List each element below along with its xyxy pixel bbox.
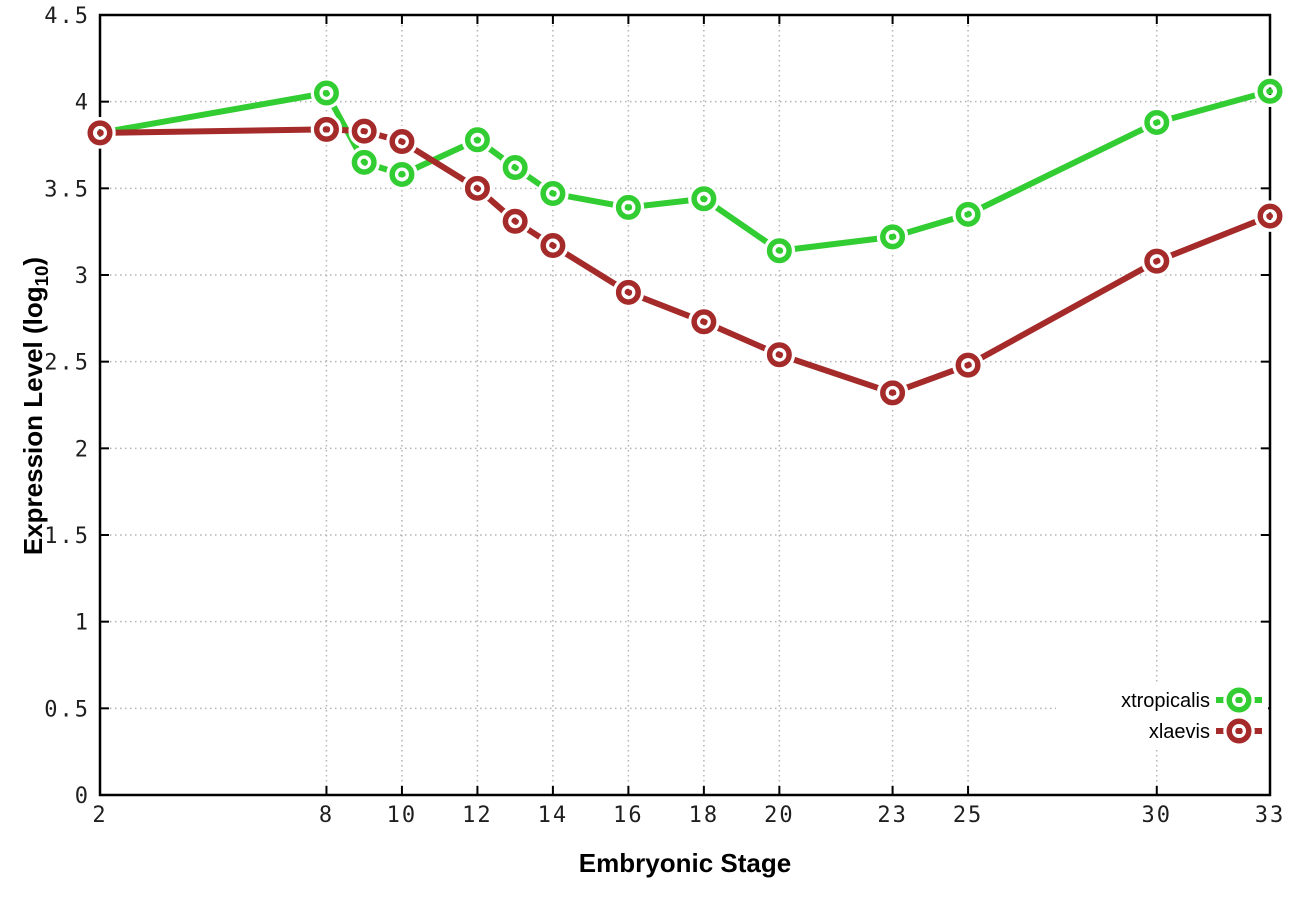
y-tick-label: 1: [75, 611, 90, 636]
y-tick-label: 2: [75, 437, 90, 462]
x-tick-label: 33: [1255, 803, 1286, 828]
y-tick-label: 4.5: [44, 4, 90, 29]
point-marker: [1144, 248, 1170, 274]
series-xtropicalis: [84, 75, 1286, 267]
y-tick-label: 3: [75, 264, 90, 289]
point-marker: [389, 129, 415, 155]
point-marker: [540, 233, 566, 259]
series-line: [97, 88, 1273, 254]
point-marker: [880, 380, 906, 406]
y-tick-label: 0.5: [44, 697, 90, 722]
series-line: [97, 126, 1273, 396]
y-axis-title-suffix: ): [18, 256, 48, 266]
point-marker: [615, 194, 641, 220]
point-marker: [1257, 78, 1283, 104]
point-marker: [313, 116, 339, 142]
x-tick-label: 8: [319, 803, 334, 828]
point-marker: [351, 118, 377, 144]
point-marker: [502, 155, 528, 181]
point-marker: [766, 342, 792, 368]
y-axis-title-subscript: 10: [31, 265, 53, 287]
x-tick-label: 23: [877, 803, 908, 828]
y-axis-title: Expression Level (log10): [18, 16, 53, 796]
point-marker: [1226, 687, 1252, 713]
point-marker: [540, 181, 566, 207]
x-tick-label: 20: [764, 803, 795, 828]
point-marker: [691, 186, 717, 212]
plot-border: [98, 13, 1272, 797]
point-marker: [880, 224, 906, 250]
point-marker: [502, 208, 528, 234]
x-tick-label: 18: [689, 803, 720, 828]
y-tick-label: 4: [75, 91, 90, 116]
series-xlaevis: [84, 113, 1286, 409]
point-marker: [313, 80, 339, 106]
legend-label-xlaevis: xlaevis: [1149, 721, 1210, 743]
x-tick-label: 30: [1142, 803, 1173, 828]
legend-label-xtropicalis: xtropicalis: [1121, 690, 1210, 712]
x-tick-label: 16: [613, 803, 644, 828]
point-marker: [766, 238, 792, 264]
x-tick-label: 2: [92, 803, 107, 828]
legend: xtropicalis xlaevis: [1056, 683, 1268, 749]
point-marker: [351, 149, 377, 175]
point-marker: [1257, 203, 1283, 229]
point-marker: [615, 279, 641, 305]
point-marker: [464, 175, 490, 201]
point-marker: [1144, 109, 1170, 135]
y-tick-label: 2.5: [44, 351, 90, 376]
point-marker: [389, 161, 415, 187]
y-tick-label: 1.5: [44, 524, 90, 549]
point-marker: [955, 201, 981, 227]
point-marker: [464, 127, 490, 153]
point-marker: [955, 352, 981, 378]
y-tick-label: 3.5: [44, 177, 90, 202]
y-tick-label: 0: [75, 784, 90, 809]
x-tick-label: 25: [953, 803, 984, 828]
x-tick-label: 10: [387, 803, 418, 828]
point-marker: [87, 120, 113, 146]
x-axis-title: Embryonic Stage: [578, 848, 792, 878]
x-tick-label: 14: [538, 803, 569, 828]
y-axis-title-text: Expression Level (log: [18, 286, 48, 556]
x-tick-label: 12: [462, 803, 493, 828]
point-marker: [691, 309, 717, 335]
point-marker: [1226, 718, 1252, 744]
